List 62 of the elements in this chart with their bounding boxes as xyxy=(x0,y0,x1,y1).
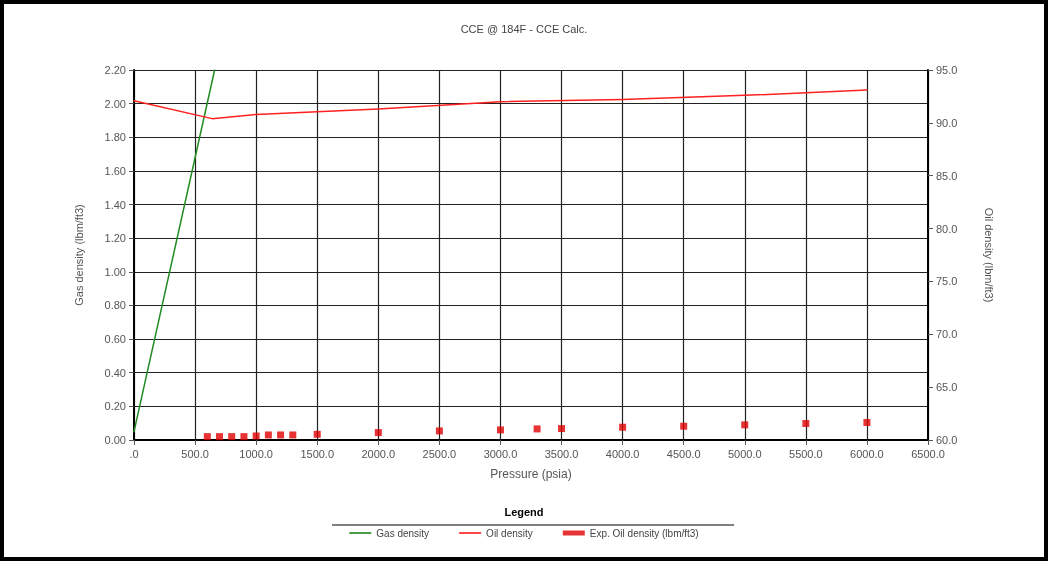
x-tick-label: 6500.0 xyxy=(911,447,945,460)
x-tick-label: 5500.0 xyxy=(789,447,823,460)
point xyxy=(496,426,504,434)
y2-tick-label: 70.0 xyxy=(936,328,958,341)
x-tick-label: 2000.0 xyxy=(361,447,396,460)
point xyxy=(741,421,749,429)
y2-tick-label: 95.0 xyxy=(936,64,958,76)
point xyxy=(313,430,321,438)
legend-label: Exp. Oil density (lbm/ft3) xyxy=(589,527,699,539)
x-tick-label: 4500.0 xyxy=(666,447,701,460)
point xyxy=(277,431,285,439)
point xyxy=(533,425,541,433)
point xyxy=(264,431,272,439)
x-tick-label: 1500.0 xyxy=(300,447,335,460)
point xyxy=(203,433,211,441)
legend-title: Legend xyxy=(504,505,544,518)
x-axis-title: Pressure (psia) xyxy=(490,467,572,481)
x-tick-label: 500.0 xyxy=(181,447,209,460)
point xyxy=(240,433,248,441)
x-tick-label: 1000.0 xyxy=(239,447,273,460)
y-tick-label: 1.00 xyxy=(104,265,126,278)
y-tick-label: 1.80 xyxy=(104,131,126,144)
point xyxy=(435,427,443,435)
y-tick-label: 0.00 xyxy=(104,434,126,446)
point xyxy=(558,425,566,433)
y-tick-label: 0.80 xyxy=(104,299,126,312)
x-tick-label: 5000.0 xyxy=(727,447,762,460)
legend-label: Oil density xyxy=(486,527,533,539)
y-tick-label: 2.00 xyxy=(104,97,126,110)
point xyxy=(619,423,627,431)
y2-axis-title: Oil density (lbm/ft3) xyxy=(982,207,995,303)
point xyxy=(216,433,224,441)
y-tick-label: 0.20 xyxy=(104,400,126,413)
point xyxy=(680,422,688,430)
y2-tick-label: 65.0 xyxy=(936,381,958,394)
line-series xyxy=(133,89,868,120)
point xyxy=(289,431,297,439)
x-tick-label: 2500.0 xyxy=(422,447,457,460)
y-tick-label: 1.60 xyxy=(104,164,126,177)
y-tick-label: 0.40 xyxy=(104,366,126,379)
y2-tick-label: 85.0 xyxy=(936,169,958,182)
y-axis-title: Gas density (lbm/ft3) xyxy=(72,204,85,306)
point xyxy=(228,433,236,441)
x-tick-label: 4000.0 xyxy=(605,447,640,460)
x-tick-label: .0 xyxy=(129,447,139,460)
point xyxy=(252,432,260,440)
point xyxy=(863,419,871,427)
y-tick-label: 1.20 xyxy=(104,232,126,245)
y-tick-label: 0.60 xyxy=(104,333,126,346)
x-tick-label: 3000.0 xyxy=(483,447,518,460)
x-tick-label: 3500.0 xyxy=(544,447,579,460)
x-tick-label: 6000.0 xyxy=(850,447,884,460)
y-tick-label: 2.20 xyxy=(104,64,126,76)
y2-tick-label: 80.0 xyxy=(936,222,958,235)
y2-tick-label: 75.0 xyxy=(936,275,958,288)
y2-tick-label: 90.0 xyxy=(936,116,958,129)
chart-title: CCE @ 184F - CCE Calc. xyxy=(460,22,588,35)
point xyxy=(802,420,810,428)
point xyxy=(374,429,382,437)
legend-label: Gas density xyxy=(376,527,430,539)
y2-tick-label: 60.0 xyxy=(936,434,958,446)
y-tick-label: 1.40 xyxy=(104,198,126,211)
